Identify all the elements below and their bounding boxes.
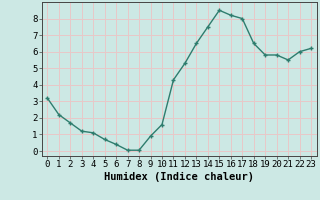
X-axis label: Humidex (Indice chaleur): Humidex (Indice chaleur)	[104, 172, 254, 182]
